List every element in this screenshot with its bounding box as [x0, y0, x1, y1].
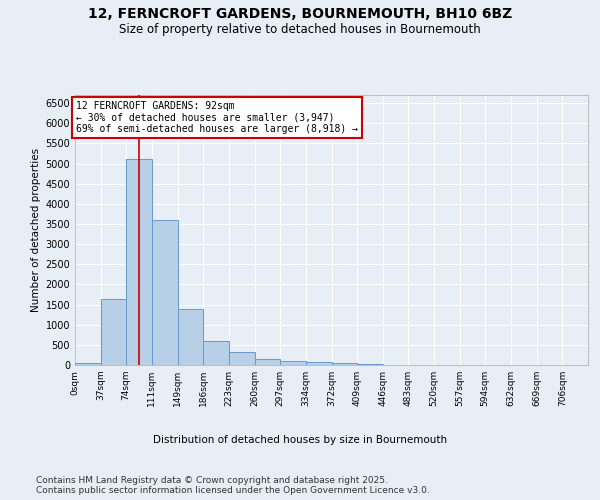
Bar	[75, 363, 101, 365]
Bar	[305, 362, 332, 365]
Bar	[152, 220, 178, 365]
Bar	[101, 298, 126, 365]
Text: 12, FERNCROFT GARDENS, BOURNEMOUTH, BH10 6BZ: 12, FERNCROFT GARDENS, BOURNEMOUTH, BH10…	[88, 8, 512, 22]
Bar	[229, 352, 254, 365]
Bar	[332, 364, 358, 365]
Bar	[358, 364, 383, 365]
Bar	[280, 360, 305, 365]
Bar	[126, 160, 152, 365]
Text: 12 FERNCROFT GARDENS: 92sqm
← 30% of detached houses are smaller (3,947)
69% of : 12 FERNCROFT GARDENS: 92sqm ← 30% of det…	[76, 101, 358, 134]
Y-axis label: Number of detached properties: Number of detached properties	[31, 148, 41, 312]
Text: Distribution of detached houses by size in Bournemouth: Distribution of detached houses by size …	[153, 435, 447, 445]
Bar	[178, 308, 203, 365]
Bar	[254, 358, 280, 365]
Text: Contains HM Land Registry data © Crown copyright and database right 2025.
Contai: Contains HM Land Registry data © Crown c…	[36, 476, 430, 495]
Bar	[203, 341, 229, 365]
Text: Size of property relative to detached houses in Bournemouth: Size of property relative to detached ho…	[119, 22, 481, 36]
